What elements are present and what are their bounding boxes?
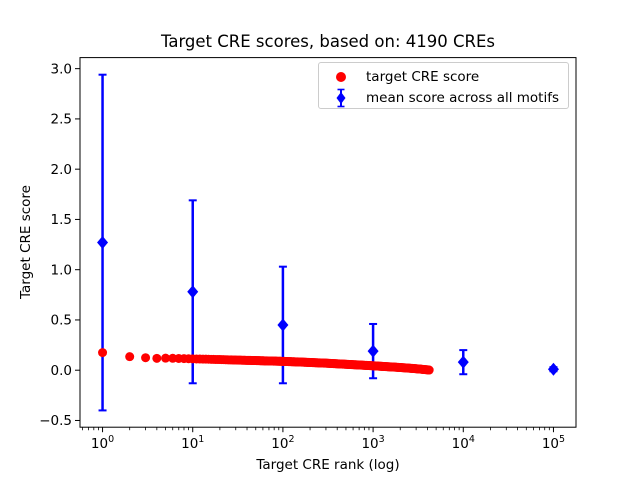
legend-marker-cell [319,72,363,82]
y-tick-label: 0.0 [51,363,72,379]
y-tick-label: 1.0 [51,262,72,278]
legend-item-label: target CRE score [366,69,480,85]
chart-title: Target CRE scores, based on: 4190 CREs [160,32,496,51]
y-tick-label: 1.5 [51,212,72,228]
target-score-dot [98,348,108,358]
x-tick-label: 104 [452,434,475,452]
legend-marker-cell [319,88,363,108]
y-tick-label: 0.5 [51,313,72,329]
legend-diamond-errorbar-icon [336,88,346,108]
target-score-dot [424,365,434,375]
legend: target CRE score mean score across all m… [318,62,569,109]
mean-score-diamond-marker [457,355,469,369]
x-tick-label: 102 [271,434,294,452]
legend-item: target CRE score [319,67,568,87]
y-tick-label: −0.5 [39,413,72,429]
legend-item: mean score across all motifs [319,88,568,108]
legend-item-label: mean score across all motifs [366,90,560,106]
y-tick-label: 2.5 [51,112,72,128]
x-tick-label: 105 [542,434,565,452]
y-tick-label: 2.0 [51,162,72,178]
mean-score-diamond-marker [187,285,199,299]
mean-score-diamond-marker [97,236,109,250]
target-score-dot [161,353,171,363]
x-tick-label: 101 [181,434,204,452]
y-axis-label: Target CRE score [18,185,34,299]
target-score-dot [152,353,162,363]
x-tick-label: 100 [91,434,114,452]
target-score-dot [125,352,135,362]
mean-score-diamond-marker [547,362,559,376]
x-axis-label: Target CRE rank (log) [256,457,400,473]
mean-score-diamond-marker [277,318,289,332]
y-tick-label: 3.0 [51,61,72,77]
mean-score-diamond-marker [367,344,379,358]
target-score-dot [141,353,151,363]
plot-border [79,57,577,428]
legend-circle-marker-icon [336,72,346,82]
x-tick-label: 103 [361,434,384,452]
